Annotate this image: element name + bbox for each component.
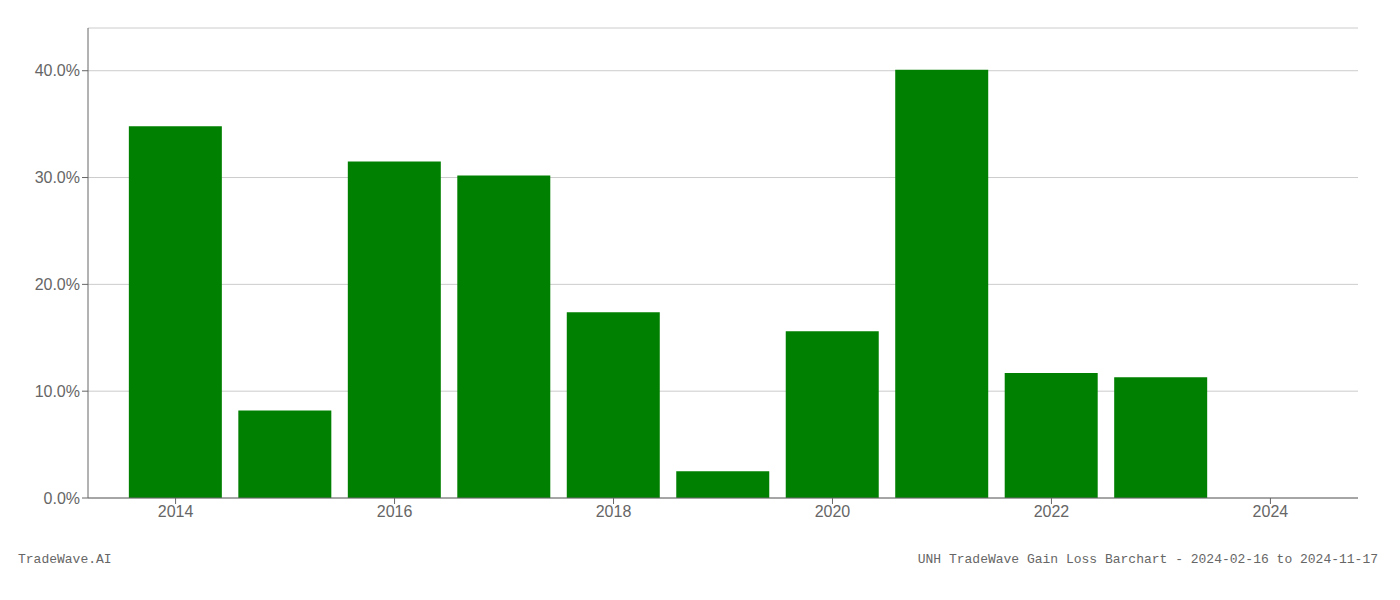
html-text:TradeWave.AI: TradeWave.AI xyxy=(18,552,112,567)
svg-text:2016: 2016 xyxy=(377,503,413,520)
html-text:UNH TradeWave Gain Loss Barcha: UNH TradeWave Gain Loss Barchart - 2024-… xyxy=(917,552,1378,567)
svg-text:40.0%: 40.0% xyxy=(35,62,80,79)
svg-text:20.0%: 20.0% xyxy=(35,276,80,293)
svg-text:30.0%: 30.0% xyxy=(35,169,80,186)
svg-text:0.0%: 0.0% xyxy=(44,490,80,507)
svg-text:10.0%: 10.0% xyxy=(35,383,80,400)
svg-text:2024: 2024 xyxy=(1253,503,1289,520)
svg-text:2022: 2022 xyxy=(1034,503,1070,520)
svg-text:2018: 2018 xyxy=(596,503,632,520)
svg-text:2014: 2014 xyxy=(158,503,194,520)
svg-text:2020: 2020 xyxy=(815,503,851,520)
